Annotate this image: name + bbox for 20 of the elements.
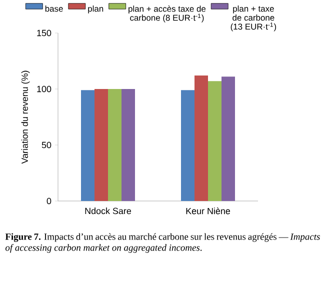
legend-label: plan + accès taxe de carbone (8 EUR·t$^{-1}$): [128, 5, 206, 22]
bar: [222, 76, 235, 201]
x-tick-label: Ndock Sare: [85, 208, 132, 214]
y-tick-label: 100: [37, 86, 52, 92]
y-tick-label: 50: [42, 142, 52, 148]
legend-label: base: [45, 5, 63, 12]
text: Figure 7. Impacts d’un accès au marché carbone sur les revenus agrégés — Impacts of accessing carbon market on aggregated incomes.: [5, 233, 320, 253]
x-tick-label: Keur Niène: [186, 208, 230, 214]
bar: [94, 89, 108, 201]
bar: [194, 76, 208, 201]
bar: [81, 90, 94, 201]
y-tick-label: 0: [46, 198, 52, 204]
bar: [181, 90, 194, 201]
bar: [208, 81, 222, 201]
legend-label: plan + taxe de carbone (13 EUR·t$^{-1}$): [230, 5, 276, 32]
y-tick-label: 150: [37, 30, 52, 36]
y-axis-title: Variation du revenu (%): [21, 70, 30, 164]
bar: [122, 89, 135, 201]
bar: [108, 89, 122, 201]
legend-label: plan: [88, 5, 104, 14]
